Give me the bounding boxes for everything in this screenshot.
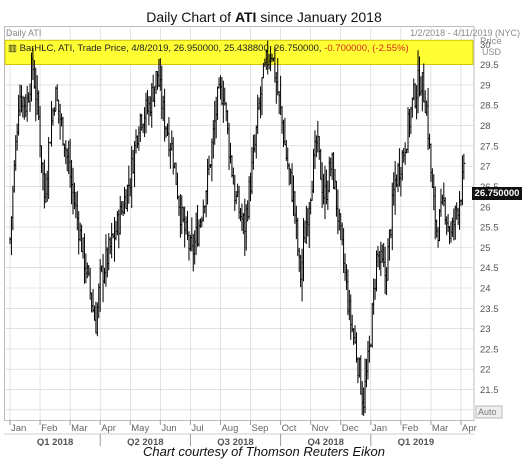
y-tick-label: 26 <box>480 202 491 213</box>
x-month-label: Aug <box>221 423 238 434</box>
x-month-label: May <box>131 423 149 434</box>
x-month-label: Jun <box>161 423 176 434</box>
x-quarter-label: Q1 2018 <box>37 437 73 446</box>
x-month-label: Mar <box>71 423 87 434</box>
y-tick-label: 22.5 <box>480 344 499 355</box>
auto-button[interactable] <box>475 405 503 419</box>
resistance-band <box>4 39 474 65</box>
y-tick-label: 28.5 <box>480 101 499 112</box>
x-month-label: Oct <box>282 423 297 434</box>
title-suffix: since January 2018 <box>256 9 382 25</box>
y-tick-label: 27.5 <box>480 141 499 152</box>
title-ticker: ATI <box>234 9 257 25</box>
legend-change: -0.700000, (-2.55%) <box>324 43 409 54</box>
price-bars <box>9 40 466 416</box>
price-axis-unit: USD <box>482 47 502 57</box>
y-tick-label: 29 <box>480 80 491 91</box>
y-tick-label: 24 <box>480 283 491 294</box>
y-tick-label: 29.5 <box>480 60 499 71</box>
title-prefix: Daily Chart of <box>146 9 235 25</box>
y-tick-label: 30 <box>480 40 491 51</box>
bar-chart-icon: ▥ <box>8 43 17 54</box>
y-tick-label: 25 <box>480 243 491 254</box>
x-month-label: Nov <box>312 423 329 434</box>
plot-area <box>4 26 475 421</box>
x-month-label: Sep <box>252 423 269 434</box>
chart-legend: ▥ BarHLC, ATI, Trade Price, 4/8/2019, 26… <box>8 43 409 54</box>
y-tick-label: 25.5 <box>480 223 499 234</box>
x-month-label: Mar <box>432 423 448 434</box>
x-month-label: Apr <box>462 423 477 434</box>
x-quarter-label: Q1 2019 <box>398 437 434 446</box>
y-tick-label: 23 <box>480 324 491 335</box>
y-tick-label: 22 <box>480 365 491 376</box>
price-chart: 3029.52928.52827.52726.52625.52524.52423… <box>4 26 503 446</box>
x-month-label: Jan <box>11 423 26 434</box>
legend-text: BarHLC, ATI, Trade Price, 4/8/2019, 26.9… <box>19 43 322 54</box>
x-quarter-label: Q3 2018 <box>217 437 253 446</box>
x-quarter-label: Q4 2018 <box>307 437 343 446</box>
price-axis-title: Price <box>480 36 502 47</box>
last-price-label: 26.750000 <box>472 187 522 200</box>
x-month-label: Apr <box>101 423 116 434</box>
y-tick-label: 27 <box>480 162 491 173</box>
x-month-label: Jul <box>191 423 203 434</box>
chart-caption: Chart courtesy of Thomson Reuters Eikon <box>142 444 386 459</box>
y-tick-label: 21.5 <box>480 385 499 396</box>
chart-frame: 3029.52928.52827.52726.52625.52524.52423… <box>4 26 524 446</box>
y-tick-label: 23.5 <box>480 304 499 315</box>
x-month-label: Jan <box>372 423 387 434</box>
chart-title: Daily Chart of ATI since January 2018 <box>0 9 528 25</box>
x-month-label: Dec <box>342 423 359 434</box>
x-month-label: Feb <box>41 423 57 434</box>
date-range: 1/2/2018 - 4/11/2019 (NYC) <box>410 28 520 38</box>
x-quarter-label: Q2 2018 <box>127 437 163 446</box>
auto-button-label[interactable]: Auto <box>478 407 497 417</box>
y-tick-label: 24.5 <box>480 263 499 274</box>
chart-name: Daily ATI <box>6 28 42 38</box>
y-tick-label: 28 <box>480 121 491 132</box>
x-month-label: Feb <box>402 423 418 434</box>
